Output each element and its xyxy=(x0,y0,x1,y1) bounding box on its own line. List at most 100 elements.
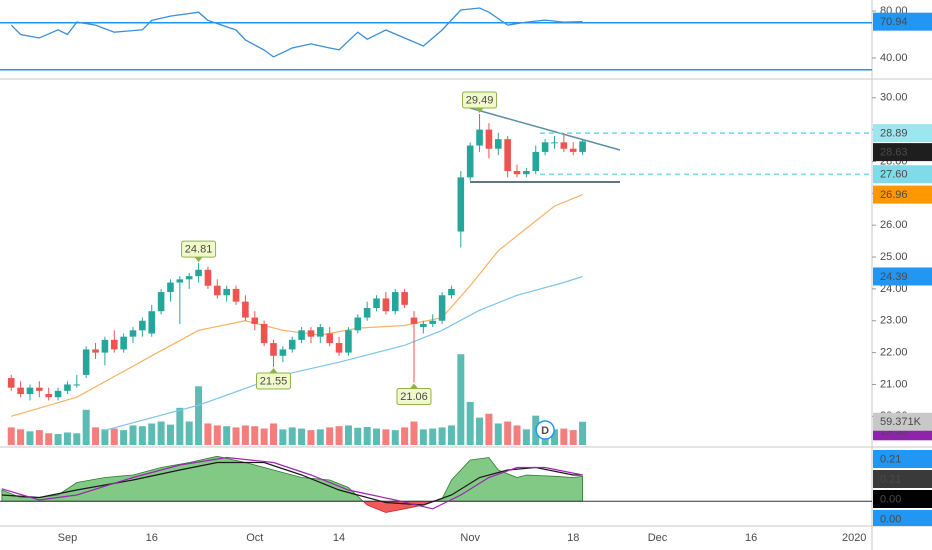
candle-body xyxy=(195,269,202,277)
volume-bar xyxy=(579,421,587,445)
volume-bar xyxy=(35,430,43,445)
volume-bar xyxy=(476,417,484,445)
candle-body xyxy=(532,151,540,172)
value-label-text: 59.371K xyxy=(880,416,922,428)
value-label: 24.39 xyxy=(873,267,932,286)
candle-body xyxy=(64,384,71,391)
volume-bar xyxy=(101,429,109,445)
value-label: 59.371K xyxy=(873,412,932,431)
volume-bar xyxy=(344,425,352,445)
volume-bar xyxy=(120,430,128,445)
value-label-text: 28.89 xyxy=(880,128,908,140)
value-label-box xyxy=(873,143,932,162)
volume-bar xyxy=(522,429,530,445)
candle-body xyxy=(579,141,586,152)
volume-bar xyxy=(223,426,231,445)
candle-body xyxy=(345,330,352,353)
volume-bar xyxy=(485,413,493,445)
volume-bar xyxy=(129,425,137,445)
value-label: 70.94 xyxy=(873,12,932,31)
y-tick-label: 21.00 xyxy=(880,378,908,390)
annotation-pointer xyxy=(409,383,418,389)
volume-bar xyxy=(504,421,512,445)
y-tick-label: 24.00 xyxy=(880,283,908,295)
volume-bar xyxy=(92,427,100,445)
candle-body xyxy=(373,298,380,309)
annotation-pointer xyxy=(475,107,484,113)
value-label-box xyxy=(873,12,932,31)
volume-bar xyxy=(73,433,81,445)
volume-bar xyxy=(110,428,118,445)
candle-body xyxy=(513,171,521,175)
volume-bar xyxy=(241,425,249,445)
volume-bar xyxy=(560,428,568,445)
candle-body xyxy=(129,330,137,337)
candle-body xyxy=(7,378,15,388)
candle-body xyxy=(494,139,502,149)
annotation-label: 29.49 xyxy=(466,94,494,106)
candle-body xyxy=(45,394,53,398)
candle-body xyxy=(54,390,62,398)
value-label: 27.60 xyxy=(873,165,932,184)
volume-bar xyxy=(513,425,521,445)
value-label-box xyxy=(873,412,932,431)
candle-body xyxy=(17,387,24,395)
value-label: 28.89 xyxy=(873,124,932,143)
candle-body xyxy=(541,142,549,152)
volume-bar xyxy=(204,423,212,445)
volume-bar xyxy=(307,430,315,445)
candle-body xyxy=(457,177,465,232)
volume-bar xyxy=(232,427,240,445)
candle-body xyxy=(176,279,184,283)
candle-body xyxy=(401,292,408,305)
candle-body xyxy=(410,317,418,324)
volume-bar xyxy=(213,425,221,445)
candle-body xyxy=(92,349,99,353)
candle-body xyxy=(223,288,230,296)
candle-body xyxy=(73,384,81,386)
volume-bar xyxy=(157,421,165,445)
value-label-text: 0.00 xyxy=(880,513,901,525)
volume-bar xyxy=(494,423,502,445)
value-label-box xyxy=(873,490,932,508)
value-label: 0.00 xyxy=(873,490,932,508)
volume-bar xyxy=(316,429,324,445)
value-label: 26.96 xyxy=(873,185,932,204)
candle-body xyxy=(213,285,221,296)
volume-bar xyxy=(382,429,390,445)
volume-bar xyxy=(279,429,287,445)
y-tick-label: 22.00 xyxy=(880,347,908,359)
candle-body xyxy=(120,336,127,350)
annotation-pointer xyxy=(269,367,278,373)
rsi-tick-label: 40.00 xyxy=(880,52,908,64)
volume-bar xyxy=(447,425,455,445)
value-label-box xyxy=(873,267,932,286)
y-tick-label: 23.00 xyxy=(880,315,908,327)
volume-bar xyxy=(401,427,409,445)
candle-body xyxy=(391,292,399,312)
candle-body xyxy=(139,320,146,331)
volume-bar xyxy=(82,409,90,445)
volume-bar xyxy=(7,427,15,445)
value-label-box xyxy=(873,470,932,488)
candle-body xyxy=(110,339,118,350)
x-tick-label: Dec xyxy=(648,532,668,544)
x-tick-label: 16 xyxy=(146,532,158,544)
volume-bar xyxy=(550,429,558,445)
value-label-text: 0.21 xyxy=(880,453,901,465)
value-label-box xyxy=(873,185,932,204)
candle-body xyxy=(185,276,193,280)
volume-bar xyxy=(54,434,62,445)
candle-body xyxy=(485,129,493,149)
candle-body xyxy=(157,292,165,312)
value-label: 0.21 xyxy=(873,450,932,468)
value-label-text: 0.21 xyxy=(880,473,901,485)
annotation-pointer xyxy=(194,257,203,263)
candle-body xyxy=(82,349,90,375)
volume-bar xyxy=(185,421,193,445)
candle-body xyxy=(317,327,324,337)
candle-body xyxy=(448,288,455,296)
dividend-label: D xyxy=(541,425,549,437)
value-label-text: 26.96 xyxy=(880,189,908,201)
